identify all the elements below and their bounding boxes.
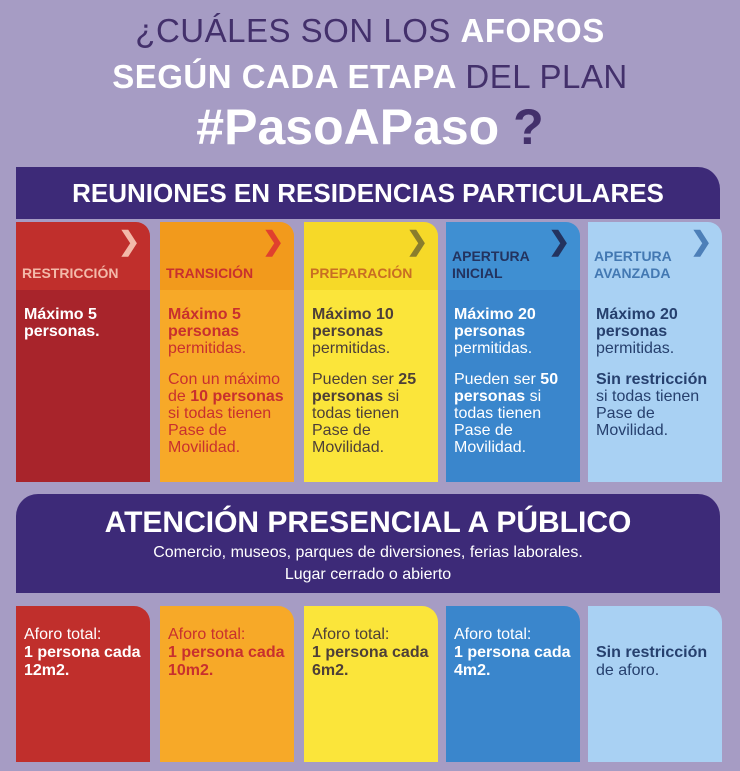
phase-reuniones-text: Máximo 10 personas permitidas. Pueden ser… [304,290,438,482]
phase-aforo-text: Aforo total: 1 persona cada 6m2. [304,606,438,762]
chevron-right-icon: ❯ [262,226,284,256]
phase-name: APERTURA INICIAL [452,248,530,281]
phase-reuniones-text: Máximo 20 personas permitidas. Sin restri… [588,290,722,482]
headline-line2: SEGÚN CADA ETAPA DEL PLAN [112,58,628,95]
phase-header: ❯ APERTURA INICIAL [446,222,580,290]
phase-header: ❯ RESTRICCIÓN [16,222,150,290]
phase-header: ❯ PREPARACIÓN [304,222,438,290]
section-banner-residencias: REUNIONES EN RESIDENCIAS PARTICULARES [16,167,720,219]
phase-aforo-text: Aforo total: 1 persona cada 10m2. [160,606,294,762]
phase-reuniones-text: Máximo 20 personas permitidas. Pueden ser… [446,290,580,482]
phase-aforo-text: Aforo total: 1 persona cada 4m2. [446,606,580,762]
phase-name: PREPARACIÓN [310,265,413,281]
section-banner-publico: ATENCIÓN PRESENCIAL A PÚBLICO Comercio, … [16,494,720,593]
phase-name: APERTURA AVANZADA [594,248,672,281]
section-title-publico: ATENCIÓN PRESENCIAL A PÚBLICO [104,506,632,539]
section-subtitle-publico: Comercio, museos, parques de diversiones… [153,544,583,561]
chevron-right-icon: ❯ [548,226,570,256]
phase-header: ❯ TRANSICIÓN [160,222,294,290]
phase-aforo-text: Sin restricción de aforo. [588,606,722,762]
phase-aforo-text: Aforo total: 1 persona cada 12m2. [16,606,150,762]
chevron-right-icon: ❯ [118,226,140,256]
section-subtitle2-publico: Lugar cerrado o abierto [284,566,452,583]
headline-line1: ¿CUÁLES SON LOS AFOROS [135,12,605,49]
phase-reuniones-text: Máximo 5 personas. [16,290,150,482]
chevron-right-icon: ❯ [690,226,712,256]
phase-header: ❯ APERTURA AVANZADA [588,222,722,290]
phase-reuniones-text: Máximo 5 personas permitidas. Con un máxi… [160,290,294,482]
phase-name: RESTRICCIÓN [22,265,119,281]
chevron-right-icon: ❯ [406,226,428,256]
headline-hashtag: #PasoAPaso ? [196,99,544,155]
phase-name: TRANSICIÓN [166,265,254,281]
